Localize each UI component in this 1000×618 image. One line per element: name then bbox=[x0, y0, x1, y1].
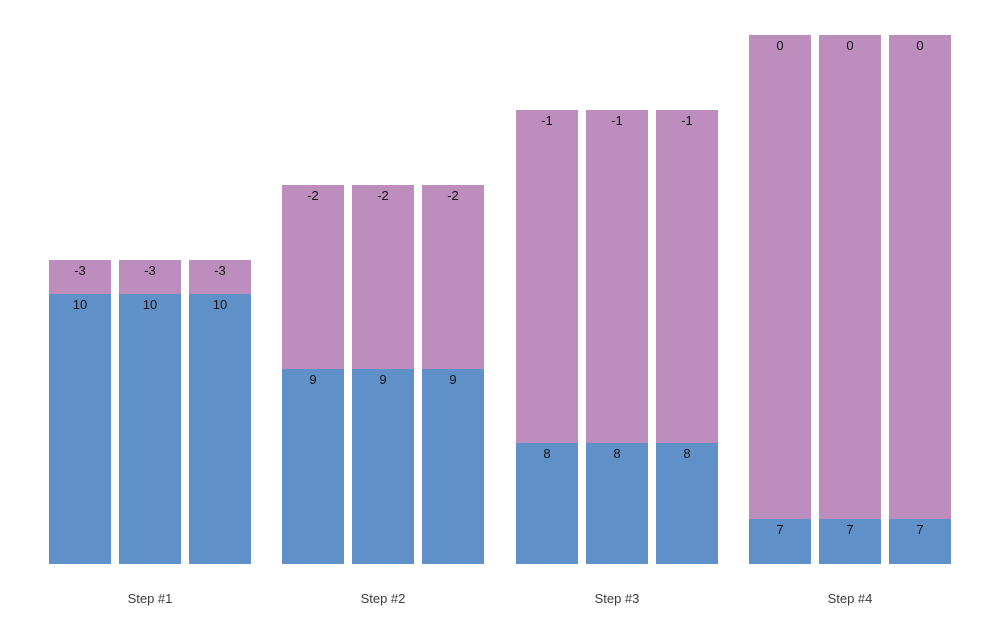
blue-segment-label: 8 bbox=[613, 446, 621, 461]
blue-segment-label: 10 bbox=[72, 297, 88, 312]
pink-segment: -1 bbox=[516, 110, 578, 443]
x-axis-category-label: Step #4 bbox=[827, 591, 873, 606]
bar-group: 0 7 0 7 0 7 Step #4 bbox=[749, 0, 951, 618]
stacked-bar: -3 10 bbox=[189, 260, 251, 564]
blue-segment-label: 7 bbox=[916, 522, 924, 537]
blue-segment-label: 9 bbox=[309, 372, 317, 387]
pink-segment-label: -2 bbox=[377, 188, 389, 203]
pink-segment: 0 bbox=[819, 35, 881, 519]
blue-segment-label: 7 bbox=[846, 522, 854, 537]
blue-segment: 8 bbox=[656, 443, 718, 564]
stacked-bar: -2 9 bbox=[282, 185, 344, 564]
blue-segment: 9 bbox=[282, 369, 344, 564]
blue-segment: 7 bbox=[889, 519, 951, 564]
pink-segment-label: 0 bbox=[846, 38, 854, 53]
blue-segment-label: 9 bbox=[379, 372, 387, 387]
pink-segment: -1 bbox=[656, 110, 718, 443]
stacked-bar: -1 8 bbox=[586, 110, 648, 564]
blue-segment: 9 bbox=[352, 369, 414, 564]
pink-segment: -3 bbox=[49, 260, 111, 294]
pink-segment-label: -2 bbox=[447, 188, 459, 203]
bar-group: -2 9 -2 9 -2 9 Step #2 bbox=[282, 0, 484, 618]
blue-segment: 10 bbox=[119, 294, 181, 564]
blue-segment: 10 bbox=[49, 294, 111, 564]
stacked-bar: -2 9 bbox=[352, 185, 414, 564]
blue-segment: 8 bbox=[516, 443, 578, 564]
pink-segment: -2 bbox=[282, 185, 344, 369]
blue-segment-label: 7 bbox=[776, 522, 784, 537]
pink-segment: -2 bbox=[422, 185, 484, 369]
pink-segment-label: -3 bbox=[214, 263, 226, 278]
x-axis-category-label: Step #2 bbox=[360, 591, 406, 606]
pink-segment-label: -2 bbox=[307, 188, 319, 203]
blue-segment-label: 8 bbox=[683, 446, 691, 461]
blue-segment: 8 bbox=[586, 443, 648, 564]
blue-segment: 7 bbox=[749, 519, 811, 564]
pink-segment-label: 0 bbox=[916, 38, 924, 53]
pink-segment: -3 bbox=[119, 260, 181, 294]
pink-segment: -2 bbox=[352, 185, 414, 369]
stacked-bar: -3 10 bbox=[119, 260, 181, 564]
x-axis-category-label: Step #3 bbox=[594, 591, 640, 606]
bar-group: -3 10 -3 10 -3 10 Step #1 bbox=[49, 0, 251, 618]
stacked-bar: -2 9 bbox=[422, 185, 484, 564]
pink-segment-label: -1 bbox=[541, 113, 553, 128]
blue-segment-label: 8 bbox=[543, 446, 551, 461]
pink-segment: -3 bbox=[189, 260, 251, 294]
blue-segment: 9 bbox=[422, 369, 484, 564]
pink-segment-label: -3 bbox=[74, 263, 86, 278]
stacked-bar: -1 8 bbox=[516, 110, 578, 564]
blue-segment: 10 bbox=[189, 294, 251, 564]
blue-segment-label: 10 bbox=[142, 297, 158, 312]
pink-segment-label: -1 bbox=[681, 113, 693, 128]
x-axis-category-label: Step #1 bbox=[127, 591, 173, 606]
blue-segment: 7 bbox=[819, 519, 881, 564]
pink-segment-label: 0 bbox=[776, 38, 784, 53]
pink-segment: -1 bbox=[586, 110, 648, 443]
pink-segment: 0 bbox=[889, 35, 951, 519]
stacked-bar: -1 8 bbox=[656, 110, 718, 564]
pink-segment: 0 bbox=[749, 35, 811, 519]
blue-segment-label: 9 bbox=[449, 372, 457, 387]
pink-segment-label: -1 bbox=[611, 113, 623, 128]
pink-segment-label: -3 bbox=[144, 263, 156, 278]
stacked-bar: -3 10 bbox=[49, 260, 111, 564]
bar-group: -1 8 -1 8 -1 8 Step #3 bbox=[516, 0, 718, 618]
blue-segment-label: 10 bbox=[212, 297, 228, 312]
